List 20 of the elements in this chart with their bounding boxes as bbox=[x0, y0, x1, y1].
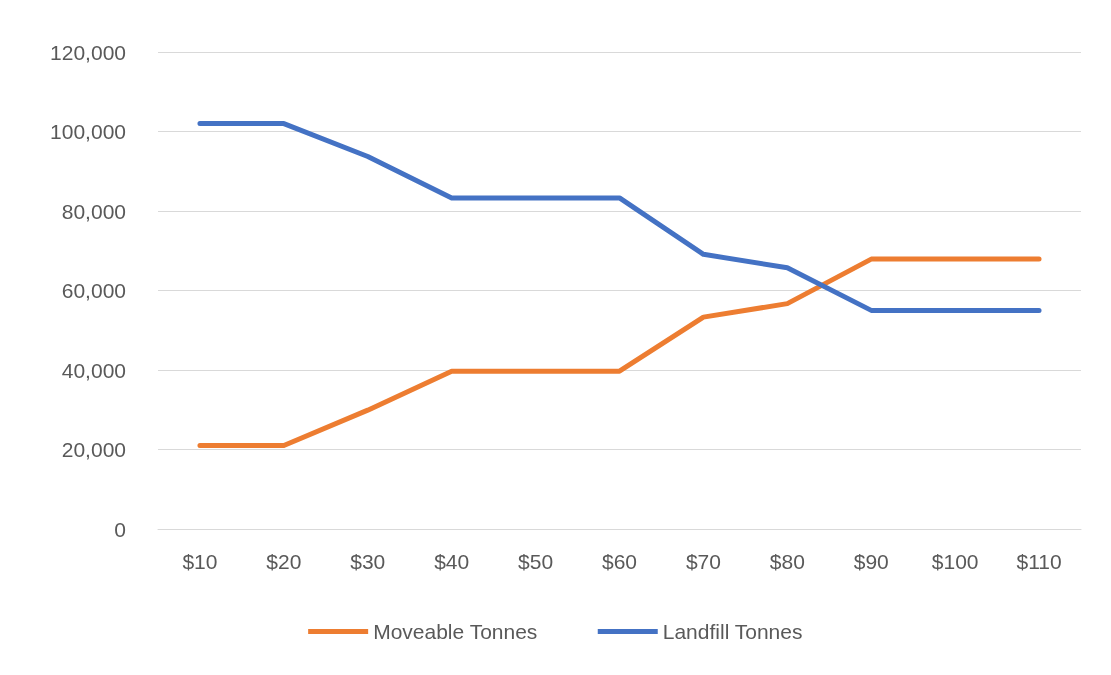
y-tick-label: 120,000 bbox=[50, 40, 126, 64]
x-tick-label: $70 bbox=[685, 550, 721, 573]
x-tick-label: $50 bbox=[518, 550, 554, 573]
x-tick-label: $100 bbox=[931, 550, 979, 573]
x-tick-label: $60 bbox=[601, 550, 638, 573]
y-tick-label: 0 bbox=[114, 517, 126, 541]
x-tick-label: $90 bbox=[853, 550, 889, 573]
y-tick-label: 80,000 bbox=[61, 199, 126, 223]
legend-label: Landfill Tonnes bbox=[662, 620, 803, 643]
x-tick-label: $80 bbox=[769, 550, 805, 573]
x-tick-label: $20 bbox=[266, 550, 302, 573]
legend-label: Moveable Tonnes bbox=[373, 620, 538, 643]
y-tick-label: 60,000 bbox=[61, 279, 126, 302]
x-tick-label: $110 bbox=[1016, 550, 1062, 573]
y-tick-label: 40,000 bbox=[61, 358, 126, 382]
y-tick-label: 100,000 bbox=[50, 120, 126, 143]
x-tick-label: $40 bbox=[434, 550, 470, 573]
x-tick-label: $10 bbox=[182, 550, 218, 573]
y-tick-label: 20,000 bbox=[61, 438, 126, 461]
x-tick-label: $30 bbox=[350, 550, 386, 573]
